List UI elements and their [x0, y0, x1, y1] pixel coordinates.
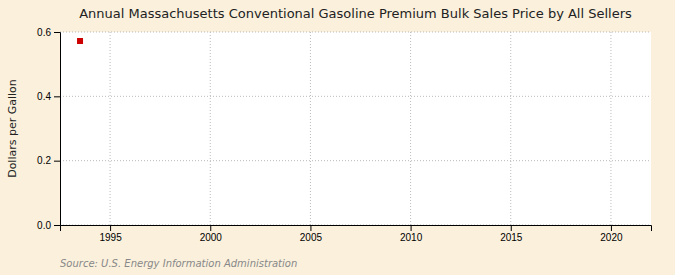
grid — [60, 32, 651, 225]
tick: 0.0 — [37, 220, 60, 231]
title: Annual Massachusetts Conventional Gasoli… — [79, 6, 632, 21]
tick-mark — [511, 225, 512, 231]
grid-line-x — [210, 32, 211, 225]
tick: 2020 — [600, 225, 623, 243]
grid-line-x — [310, 32, 311, 225]
tick-label: 2020 — [600, 232, 623, 243]
annotation: Source: U.S. Energy Information Administ… — [60, 258, 297, 269]
tick: 2015 — [500, 225, 523, 243]
tick-label: 0.2 — [37, 155, 51, 166]
tick-mark — [54, 96, 60, 97]
marks — [77, 38, 83, 44]
tick-label: 0.0 — [37, 220, 51, 231]
grid-line-y — [60, 32, 651, 33]
tick: 2000 — [200, 225, 223, 243]
tick-mark — [54, 161, 60, 162]
grid-line-y — [60, 160, 651, 161]
tick-mark — [54, 225, 60, 226]
y-axis-title: Dollars per Gallon — [6, 79, 19, 178]
tick-label: 2005 — [300, 232, 323, 243]
tick-label: 2010 — [400, 232, 423, 243]
chart-svg: 1995 2000 2005 2010 2015 2020 0.0 0.2 0.4 0.6 Annu… — [0, 0, 675, 275]
tick-label: 2015 — [500, 232, 523, 243]
tick-mark — [110, 225, 111, 231]
tick-label: 1995 — [99, 232, 122, 243]
tick: 0.2 — [37, 155, 60, 166]
y-axis: 0.0 0.2 0.4 0.6 — [37, 27, 60, 231]
tick-mark — [411, 225, 412, 231]
tick-mark — [210, 225, 211, 231]
plot-area: 1995 2000 2005 2010 2015 2020 0.0 0.2 0.4 0.6 — [37, 27, 651, 243]
grid-line-x — [610, 32, 611, 225]
axis-line — [54, 33, 61, 226]
tick-mark — [54, 32, 60, 33]
tick: 2005 — [300, 225, 323, 243]
tick: 1995 — [99, 225, 122, 243]
tick: 0.4 — [37, 91, 60, 102]
tick-label: 0.6 — [37, 27, 51, 38]
grid-line-x — [110, 32, 111, 225]
point — [77, 38, 83, 44]
grid-line-y — [60, 96, 651, 97]
tick: 2010 — [400, 225, 423, 243]
plot-background — [60, 32, 651, 225]
x-axis: 1995 2000 2005 2010 2015 2020 — [61, 225, 652, 243]
grid-line-x — [510, 32, 511, 225]
grid-line-x — [410, 32, 411, 225]
tick-mark — [310, 225, 311, 231]
tick: 0.6 — [37, 27, 60, 38]
chart-container: 1995 2000 2005 2010 2015 2020 0.0 0.2 0.4 0.6 Annu… — [0, 0, 675, 275]
tick-label: 2000 — [200, 232, 223, 243]
axis-line — [61, 226, 652, 232]
tick-mark — [611, 225, 612, 231]
tick-label: 0.4 — [37, 91, 51, 102]
